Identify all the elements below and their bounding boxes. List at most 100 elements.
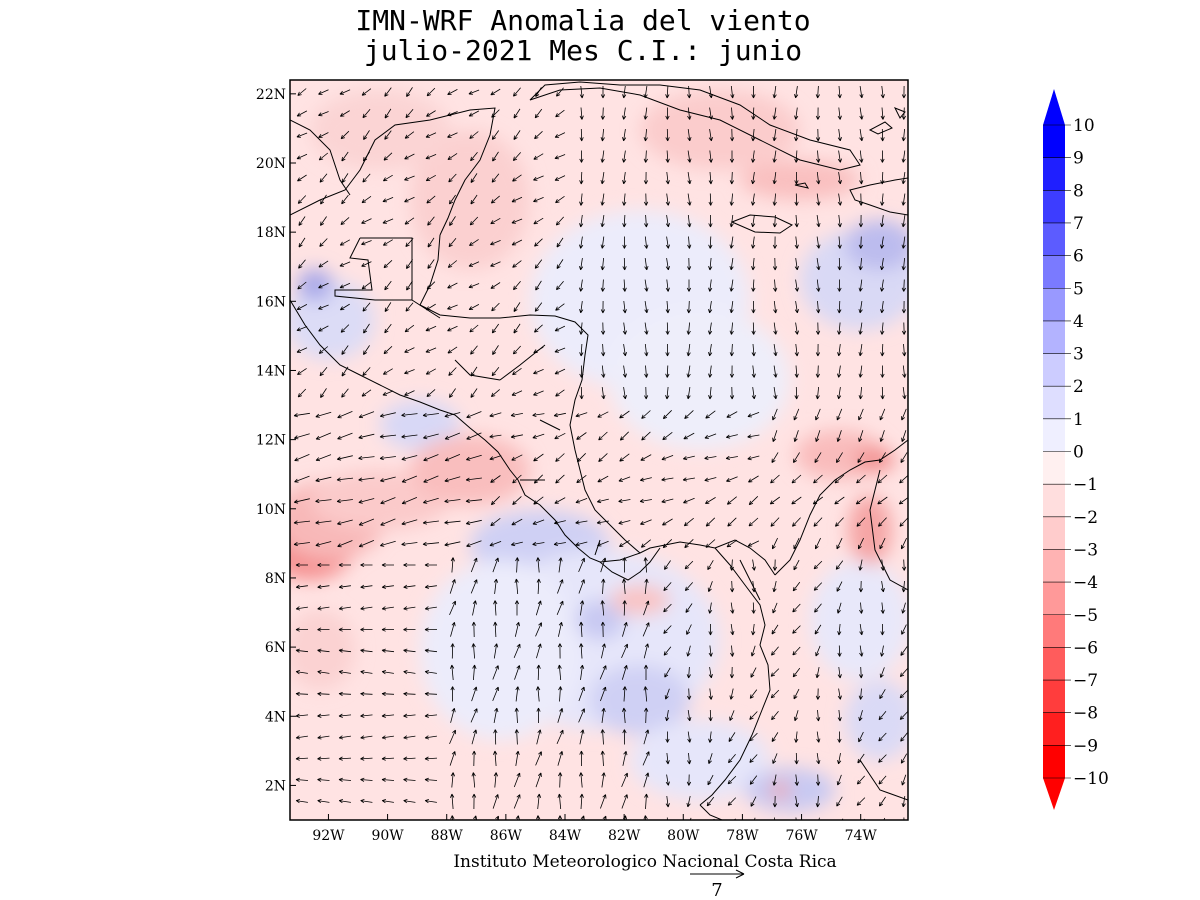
wind-vector	[728, 754, 736, 764]
wind-vector	[794, 322, 799, 335]
wind-vector	[339, 110, 350, 117]
wind-vector	[379, 455, 396, 461]
wind-vector	[534, 259, 543, 269]
wind-vector	[879, 689, 886, 700]
wind-vector	[837, 300, 842, 314]
wind-vector	[792, 517, 801, 527]
wind-vector	[878, 710, 887, 721]
wind-vector	[879, 537, 886, 550]
wind-vector	[640, 539, 651, 548]
wind-vector	[878, 732, 887, 742]
wind-vector	[900, 646, 908, 656]
wind-vector	[381, 670, 394, 675]
wind-vector	[405, 109, 414, 119]
colorbar-label: −9	[1073, 736, 1098, 756]
colorbar-segment	[1043, 549, 1065, 583]
wind-vector	[490, 217, 501, 225]
colorbar-segment	[1043, 712, 1065, 746]
wind-vector	[686, 343, 691, 357]
wind-vector	[362, 302, 371, 312]
wind-vector	[901, 193, 906, 206]
wind-vector	[898, 497, 908, 505]
wind-vector	[837, 85, 842, 99]
cuba-coast	[529, 81, 861, 171]
wind-vector	[490, 475, 501, 483]
wind-vector	[534, 324, 543, 333]
colorbar-label: 5	[1073, 279, 1084, 299]
wind-vector	[405, 302, 414, 312]
wind-vector	[726, 476, 738, 482]
wind-vector	[380, 518, 396, 526]
wind-vector	[877, 474, 888, 484]
wind-vector	[665, 322, 670, 335]
wind-vector	[358, 433, 375, 440]
wind-vector	[793, 452, 800, 463]
wind-vector	[295, 584, 308, 589]
wind-vector	[644, 707, 649, 724]
colorbar-segment	[1043, 288, 1065, 322]
wind-vector	[879, 667, 885, 678]
wind-vector	[858, 365, 863, 378]
wind-vector	[382, 821, 394, 824]
colorbar-label: −4	[1073, 573, 1098, 593]
wind-vector	[772, 257, 778, 271]
wind-vector	[381, 648, 395, 653]
wind-vector	[619, 431, 629, 441]
wind-vector	[472, 750, 477, 767]
wind-vector	[836, 537, 843, 550]
wind-vector	[468, 304, 480, 310]
wind-vector	[665, 128, 670, 142]
wind-vector	[622, 214, 627, 228]
wind-vector	[729, 214, 734, 228]
wind-vector	[901, 430, 907, 442]
wind-vector	[726, 539, 738, 548]
lon-tick-label: 74W	[845, 828, 878, 844]
wind-vector	[381, 777, 395, 782]
wind-vector	[536, 729, 542, 745]
wind-vector	[837, 193, 842, 206]
wind-vector	[901, 257, 906, 271]
wind-vector	[424, 777, 438, 782]
colorbar-segment	[1043, 516, 1065, 550]
wind-vector	[858, 322, 863, 335]
wind-vector	[511, 390, 523, 396]
wind-vector	[317, 777, 330, 782]
wind-vector	[424, 648, 438, 653]
wind-vector	[773, 344, 778, 357]
wind-vector	[337, 519, 353, 526]
wind-vector	[426, 87, 436, 97]
wind-vector	[427, 259, 435, 269]
wind-vector	[900, 732, 908, 742]
wind-vector	[318, 152, 329, 161]
wind-vector	[337, 540, 353, 548]
wind-vector	[318, 325, 329, 332]
colorbar-label: 0	[1073, 443, 1084, 463]
wind-vector	[772, 559, 778, 571]
wind-vector	[773, 322, 778, 335]
wind-vector	[534, 131, 543, 140]
wind-vector	[403, 691, 416, 696]
wind-vector	[643, 686, 648, 702]
wind-vector	[491, 323, 500, 334]
wind-vector	[684, 582, 693, 591]
wind-vector	[665, 752, 670, 765]
wind-vector	[816, 258, 821, 271]
wind-vector	[424, 606, 437, 611]
colorbar-segment	[1043, 353, 1065, 387]
wind-vector	[622, 129, 627, 142]
wind-vector	[425, 347, 437, 353]
wind-vector	[751, 365, 756, 378]
wind-vector	[644, 578, 649, 595]
wind-vector	[836, 430, 842, 442]
lon-tick-label: 80W	[667, 828, 700, 844]
wind-vector	[340, 130, 350, 140]
wind-vector	[815, 386, 820, 400]
wind-vector	[901, 602, 906, 614]
wind-vector	[643, 815, 648, 820]
wind-vector	[901, 215, 906, 228]
wind-vector	[794, 214, 799, 228]
wind-vector	[730, 128, 735, 142]
wind-vector	[858, 710, 863, 722]
wind-vector	[728, 732, 736, 742]
wind-vector	[536, 707, 541, 723]
